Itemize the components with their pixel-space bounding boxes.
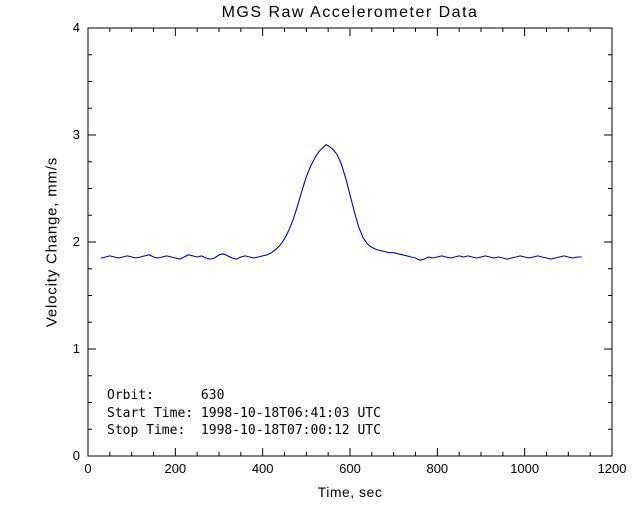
- x-tick-label: 1000: [510, 461, 539, 476]
- y-tick-label: 4: [73, 20, 80, 35]
- annotation-start-time: Start Time: 1998-10-18T06:41:03 UTC: [107, 405, 381, 421]
- chart-title: MGS Raw Accelerometer Data: [221, 4, 479, 21]
- y-tick-label: 0: [73, 448, 80, 463]
- x-tick-label: 200: [164, 461, 186, 476]
- annotation-orbit: Orbit: 630: [107, 388, 225, 403]
- x-tick-label: 400: [252, 461, 274, 476]
- y-tick-label: 1: [73, 341, 80, 356]
- annotation-stop-time: Stop Time: 1998-10-18T07:00:12 UTC: [107, 423, 381, 438]
- y-axis-label: Velocity Change, mm/s: [43, 156, 61, 328]
- annotation-block: Orbit: 630 Start Time: 1998-10-18T06:41:…: [107, 387, 381, 440]
- x-tick-label: 800: [426, 461, 448, 476]
- x-axis-label: Time, sec: [317, 484, 383, 500]
- x-tick-label: 600: [339, 461, 361, 476]
- x-tick-label: 1200: [598, 461, 627, 476]
- x-tick-label: 0: [84, 461, 91, 476]
- data-line: [100, 144, 582, 261]
- y-tick-label: 2: [73, 234, 80, 249]
- y-tick-label: 3: [73, 127, 80, 142]
